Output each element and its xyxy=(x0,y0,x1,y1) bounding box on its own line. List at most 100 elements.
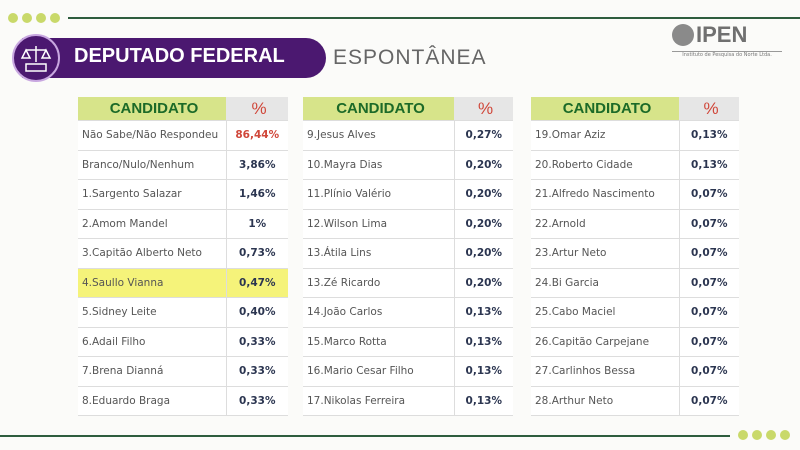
results-table: CANDIDATO% 9.Jesus Alves 0,27% 10.Mayra Dia… xyxy=(303,97,513,416)
table-header: CANDIDATO% xyxy=(303,97,513,121)
candidate-percent: 86,44% xyxy=(226,120,288,151)
candidate-name: 25.Cabo Maciel xyxy=(531,297,680,328)
candidate-name: Não Sabe/Não Respondeu xyxy=(78,120,227,151)
table-row: 6.Adail Filho 0,33% xyxy=(78,327,288,357)
table-row: 26.Capitão Carpejane 0,07% xyxy=(531,327,739,357)
table-row: 4.Saullo Vianna 0,47% xyxy=(78,268,288,298)
results-table: CANDIDATO% Não Sabe/Não Respondeu 86,44% Br… xyxy=(78,97,288,416)
decor-dot xyxy=(780,430,790,440)
table-row: 27.Carlinhos Bessa 0,07% xyxy=(531,356,739,387)
table-row: 1.Sargento Salazar 1,46% xyxy=(78,179,288,210)
candidate-name: 19.Omar Aziz xyxy=(531,120,680,151)
candidate-name: 5.Sidney Leite xyxy=(78,297,227,328)
decor-dot xyxy=(22,13,32,23)
candidate-name: 24.Bi Garcia xyxy=(531,268,680,298)
candidate-name: 13.Zé Ricardo xyxy=(303,268,455,298)
candidate-name: 27.Carlinhos Bessa xyxy=(531,356,680,387)
candidate-percent: 0,07% xyxy=(679,386,739,416)
candidate-percent: 0,07% xyxy=(679,356,739,387)
candidate-percent: 1% xyxy=(226,209,288,239)
decor-dot xyxy=(738,430,748,440)
table-row: 5.Sidney Leite 0,40% xyxy=(78,297,288,328)
candidate-name: 13.Átila Lins xyxy=(303,238,455,269)
candidate-name: 9.Jesus Alves xyxy=(303,120,455,151)
logo-text: IPEN xyxy=(696,22,748,47)
candidate-percent: 0,13% xyxy=(679,120,739,151)
candidate-percent: 0,13% xyxy=(454,327,513,357)
page-subtitle: ESPONTÂNEA xyxy=(333,46,487,69)
candidate-header: CANDIDATO xyxy=(78,97,226,121)
percent-header: % xyxy=(454,97,513,121)
top-divider xyxy=(68,17,800,19)
table-row: 23.Artur Neto 0,07% xyxy=(531,238,739,269)
candidate-name: 10.Mayra Dias xyxy=(303,150,455,180)
table-row: Branco/Nulo/Nenhum 3,86% xyxy=(78,150,288,180)
candidate-percent: 0,33% xyxy=(226,327,288,357)
table-header: CANDIDATO% xyxy=(531,97,739,121)
candidate-percent: 0,20% xyxy=(454,150,513,180)
candidate-name: 26.Capitão Carpejane xyxy=(531,327,680,357)
table-row: 12.Wilson Lima 0,20% xyxy=(303,209,513,239)
candidate-percent: 0,13% xyxy=(454,297,513,328)
candidate-name: 15.Marco Rotta xyxy=(303,327,455,357)
candidate-name: 14.João Carlos xyxy=(303,297,455,328)
candidate-name: 17.Nikolas Ferreira xyxy=(303,386,455,416)
scales-of-justice-icon xyxy=(12,34,60,82)
table-row: 2.Amom Mandel 1% xyxy=(78,209,288,239)
table-row: 20.Roberto Cidade 0,13% xyxy=(531,150,739,180)
table-row: 24.Bi Garcia 0,07% xyxy=(531,268,739,298)
candidate-percent: 0,33% xyxy=(226,386,288,416)
table-header: CANDIDATO% xyxy=(78,97,288,121)
candidate-percent: 0,07% xyxy=(679,268,739,298)
candidate-name: 20.Roberto Cidade xyxy=(531,150,680,180)
decor-dot xyxy=(752,430,762,440)
table-row: 13.Átila Lins 0,20% xyxy=(303,238,513,269)
globe-icon xyxy=(672,24,694,46)
candidate-name: 4.Saullo Vianna xyxy=(78,268,227,298)
candidate-name: 12.Wilson Lima xyxy=(303,209,455,239)
candidate-percent: 0,20% xyxy=(454,238,513,269)
candidate-name: 21.Alfredo Nascimento xyxy=(531,179,680,210)
candidate-header: CANDIDATO xyxy=(531,97,679,121)
logo-tagline: Instituto de Pesquisa do Norte Ltda. xyxy=(672,51,782,58)
table-row: 9.Jesus Alves 0,27% xyxy=(303,120,513,151)
candidate-name: 22.Arnold xyxy=(531,209,680,239)
candidate-percent: 0,73% xyxy=(226,238,288,269)
candidate-percent: 0,07% xyxy=(679,179,739,210)
candidate-percent: 0,27% xyxy=(454,120,513,151)
table-row: 16.Mario Cesar Filho 0,13% xyxy=(303,356,513,387)
candidate-percent: 3,86% xyxy=(226,150,288,180)
candidate-percent: 0,20% xyxy=(454,179,513,210)
candidate-percent: 0,07% xyxy=(679,209,739,239)
table-row: 28.Arthur Neto 0,07% xyxy=(531,386,739,416)
table-row: 3.Capitão Alberto Neto 0,73% xyxy=(78,238,288,269)
candidate-percent: 0,33% xyxy=(226,356,288,387)
candidate-name: 16.Mario Cesar Filho xyxy=(303,356,455,387)
decor-dot xyxy=(50,13,60,23)
candidate-name: 3.Capitão Alberto Neto xyxy=(78,238,227,269)
table-row: 10.Mayra Dias 0,20% xyxy=(303,150,513,180)
candidate-percent: 0,47% xyxy=(226,268,288,298)
table-row: 19.Omar Aziz 0,13% xyxy=(531,120,739,151)
percent-header: % xyxy=(226,97,288,121)
decor-dot xyxy=(36,13,46,23)
results-table: CANDIDATO% 19.Omar Aziz 0,13% 20.Roberto Ci… xyxy=(531,97,739,416)
candidate-percent: 0,40% xyxy=(226,297,288,328)
table-row: 17.Nikolas Ferreira 0,13% xyxy=(303,386,513,416)
candidate-percent: 0,13% xyxy=(679,150,739,180)
page-title: DEPUTADO FEDERAL xyxy=(74,45,285,67)
table-row: 13.Zé Ricardo 0,20% xyxy=(303,268,513,298)
candidate-name: 28.Arthur Neto xyxy=(531,386,680,416)
decor-dot xyxy=(766,430,776,440)
candidate-percent: 1,46% xyxy=(226,179,288,210)
title-banner: DEPUTADO FEDERAL xyxy=(22,38,326,78)
candidate-percent: 0,13% xyxy=(454,386,513,416)
percent-header: % xyxy=(679,97,739,121)
candidate-percent: 0,20% xyxy=(454,209,513,239)
candidate-name: 11.Plínio Valério xyxy=(303,179,455,210)
candidate-percent: 0,07% xyxy=(679,297,739,328)
table-row: Não Sabe/Não Respondeu 86,44% xyxy=(78,120,288,151)
candidate-name: 8.Eduardo Braga xyxy=(78,386,227,416)
candidate-name: 23.Artur Neto xyxy=(531,238,680,269)
candidate-percent: 0,20% xyxy=(454,268,513,298)
